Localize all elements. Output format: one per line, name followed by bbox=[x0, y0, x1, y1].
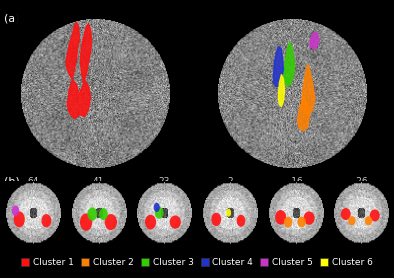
Ellipse shape bbox=[275, 210, 286, 225]
Ellipse shape bbox=[80, 214, 92, 231]
Polygon shape bbox=[297, 100, 310, 131]
Ellipse shape bbox=[297, 217, 306, 227]
Ellipse shape bbox=[12, 205, 19, 216]
Polygon shape bbox=[80, 24, 91, 82]
Text: -26: -26 bbox=[354, 177, 368, 186]
Ellipse shape bbox=[145, 215, 156, 229]
Ellipse shape bbox=[365, 216, 372, 225]
Ellipse shape bbox=[341, 208, 351, 220]
Ellipse shape bbox=[154, 203, 160, 212]
Ellipse shape bbox=[370, 209, 380, 221]
Polygon shape bbox=[67, 80, 91, 119]
Text: 2: 2 bbox=[227, 177, 232, 186]
Polygon shape bbox=[284, 42, 295, 86]
Text: 64: 64 bbox=[27, 177, 39, 186]
Text: -16: -16 bbox=[288, 177, 303, 186]
Text: 41: 41 bbox=[93, 177, 104, 186]
Ellipse shape bbox=[348, 216, 356, 225]
Ellipse shape bbox=[237, 215, 245, 227]
Ellipse shape bbox=[170, 215, 181, 229]
Polygon shape bbox=[279, 74, 284, 106]
Ellipse shape bbox=[303, 211, 315, 225]
Polygon shape bbox=[66, 22, 80, 80]
Ellipse shape bbox=[155, 207, 164, 219]
Polygon shape bbox=[273, 46, 284, 86]
Polygon shape bbox=[302, 64, 315, 115]
Ellipse shape bbox=[105, 214, 117, 230]
Ellipse shape bbox=[14, 211, 25, 227]
Text: 23: 23 bbox=[158, 177, 170, 186]
Ellipse shape bbox=[211, 213, 221, 226]
Legend: Cluster 1, Cluster 2, Cluster 3, Cluster 4, Cluster 5, Cluster 6: Cluster 1, Cluster 2, Cluster 3, Cluster… bbox=[19, 255, 375, 270]
Ellipse shape bbox=[226, 209, 231, 217]
Ellipse shape bbox=[284, 217, 292, 227]
Ellipse shape bbox=[87, 207, 97, 221]
Ellipse shape bbox=[99, 208, 108, 220]
Polygon shape bbox=[310, 32, 319, 49]
Text: (b): (b) bbox=[4, 177, 20, 187]
Ellipse shape bbox=[41, 214, 51, 227]
Text: (a): (a) bbox=[4, 14, 20, 24]
